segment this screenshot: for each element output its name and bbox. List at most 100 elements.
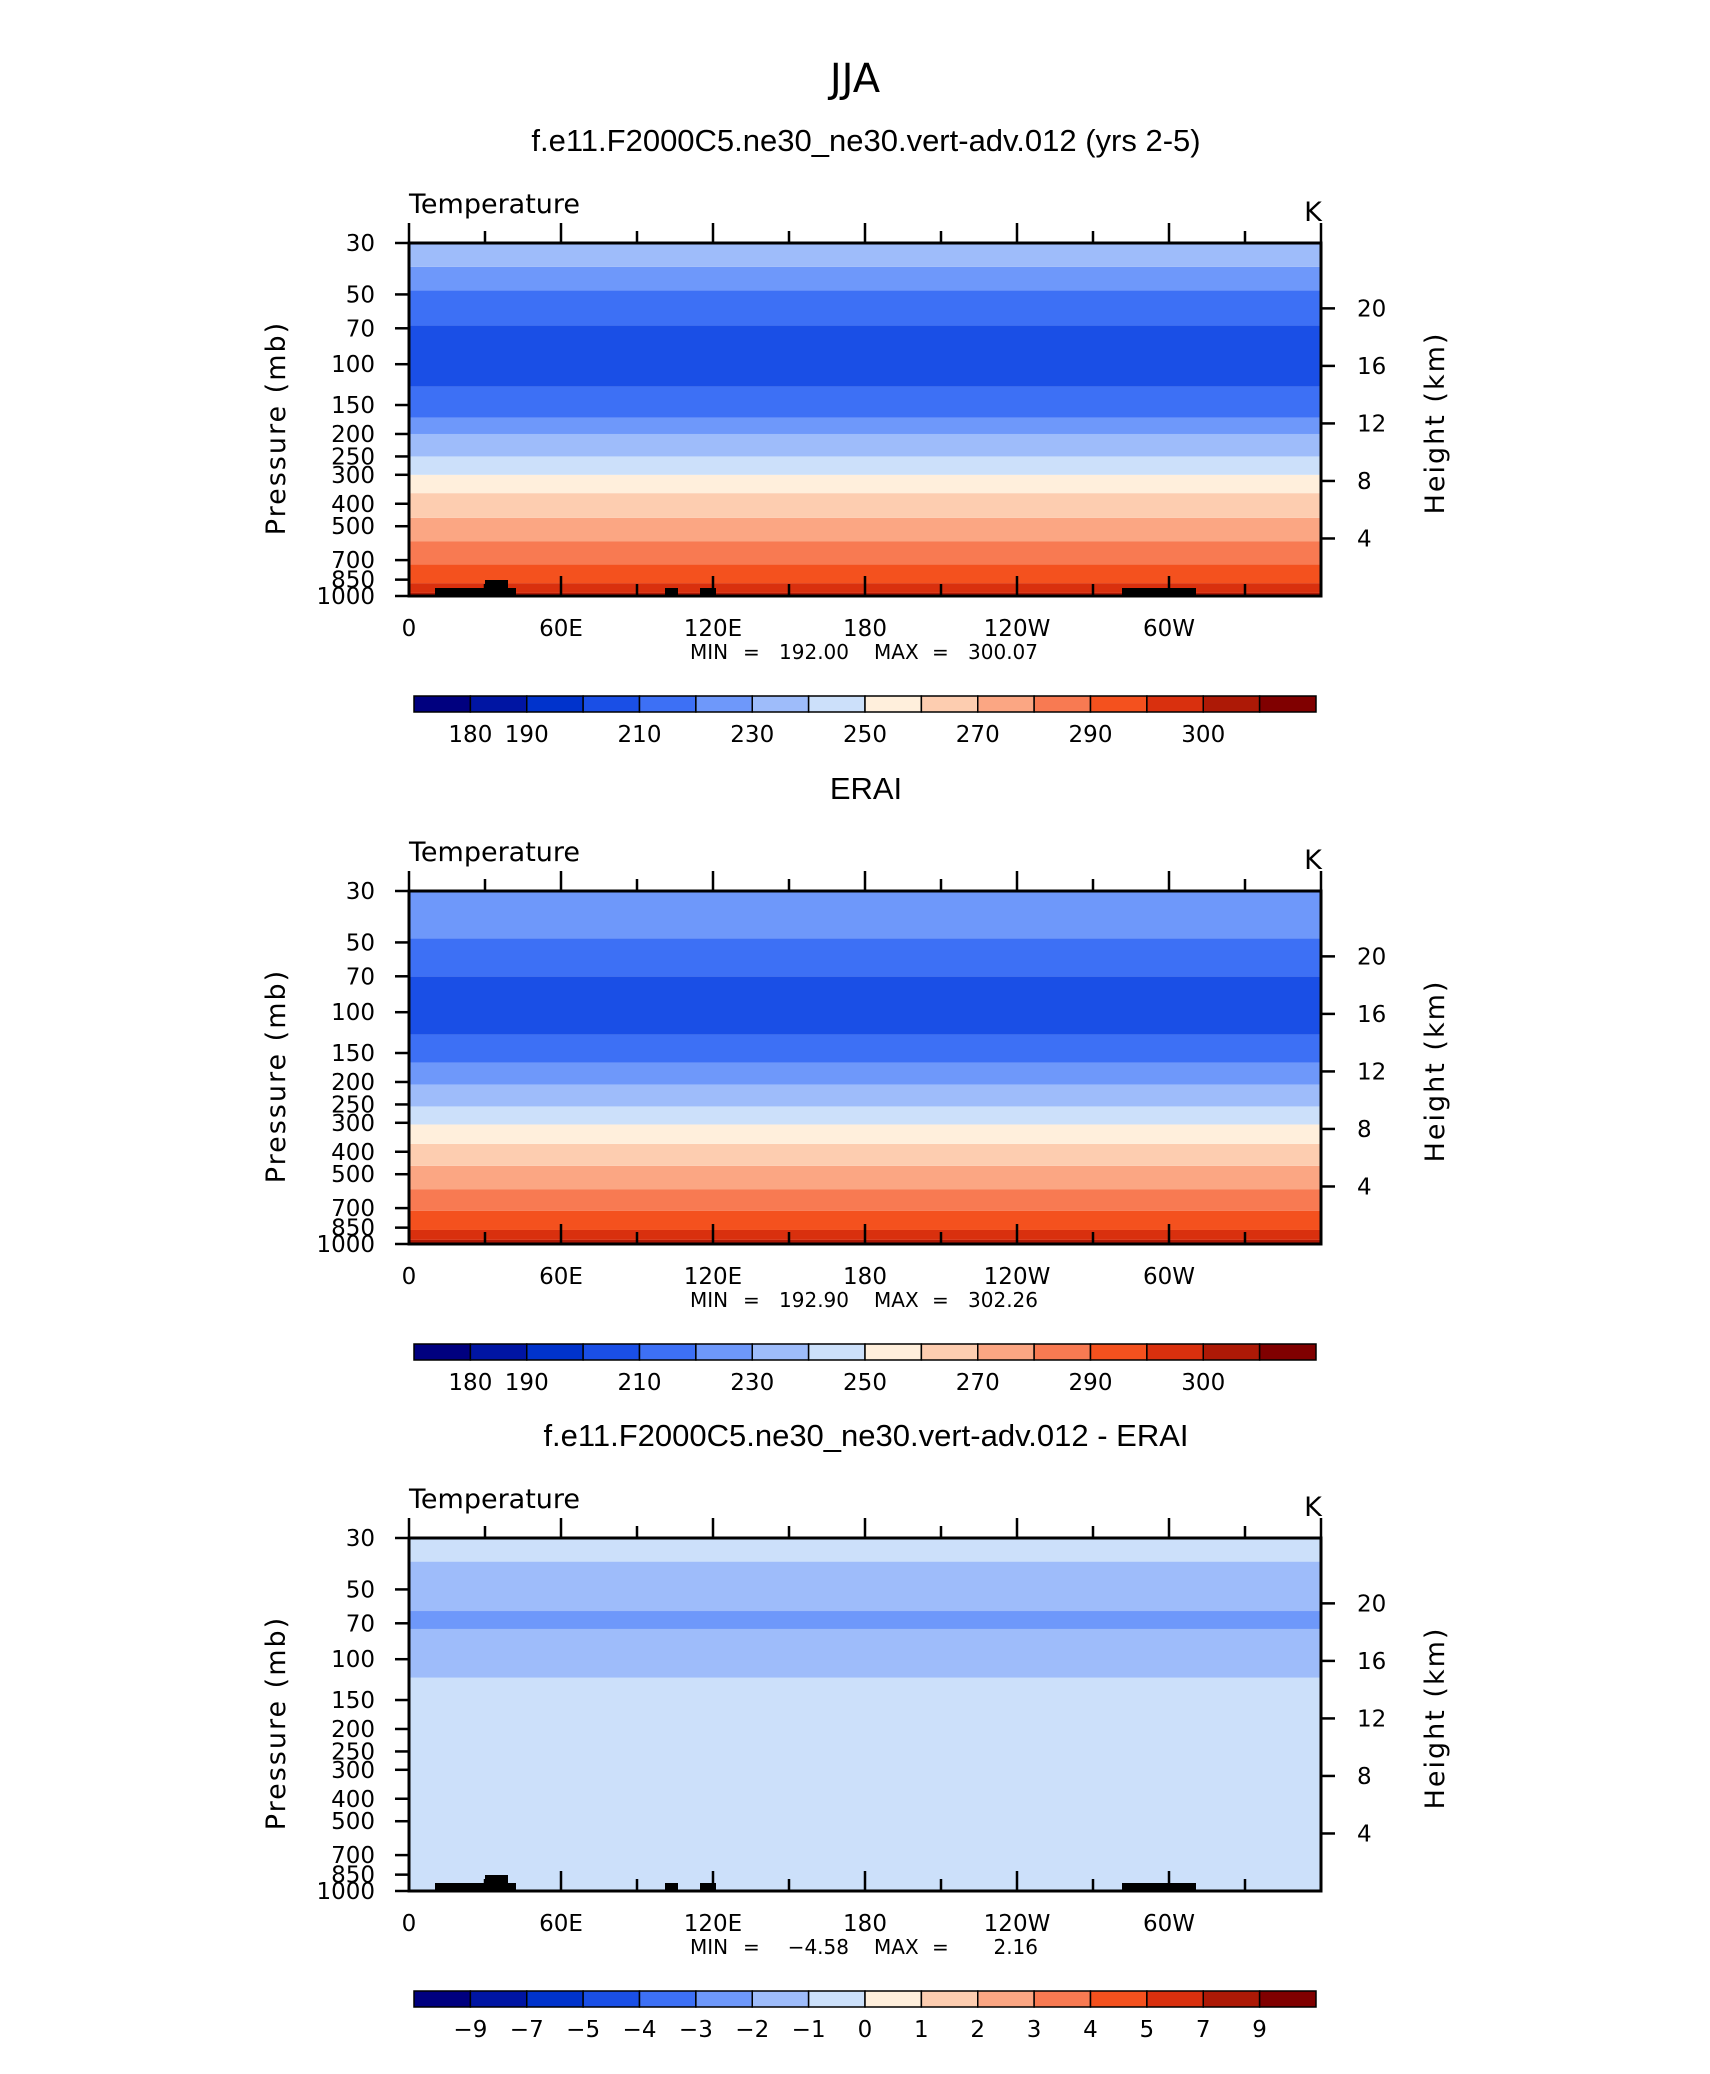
variable-label: Temperature <box>408 837 580 868</box>
colorbar-swatch <box>1202 1343 1261 1361</box>
x-tick-label: 180 <box>843 616 887 642</box>
y-right-tick-label: 20 <box>1357 296 1386 322</box>
colorbar-label: 250 <box>843 1370 887 1396</box>
x-tick-label: 180 <box>843 1264 887 1290</box>
y-axis-label: Pressure (mb) <box>261 969 292 1183</box>
colorbar-label: 5 <box>1140 2017 1155 2043</box>
stats-line: MIN = 192.90 MAX = 302.26 <box>690 1288 1038 1312</box>
y-right-axis-label: Height (km) <box>1420 1627 1451 1810</box>
min-label: MIN <box>690 1935 728 1959</box>
units-label: K <box>1304 197 1323 228</box>
colorbar-label: −5 <box>566 2017 600 2043</box>
y-tick-label: 50 <box>346 282 375 308</box>
x-tick-label: 60E <box>539 616 583 642</box>
min-label: MIN <box>690 640 728 664</box>
x-tick-label: 0 <box>402 1264 417 1290</box>
colorbar-label: 3 <box>1027 2017 1042 2043</box>
max-eq: = <box>932 1288 949 1312</box>
y-tick-label: 700 <box>331 548 375 574</box>
y-tick-label: 100 <box>331 1000 375 1026</box>
colorbar-swatch <box>469 1343 528 1361</box>
colorbar-swatch <box>582 1990 641 2008</box>
colorbar-swatch <box>413 695 472 713</box>
colorbar-label: 270 <box>956 1370 1000 1396</box>
colorbar-label: 290 <box>1069 1370 1113 1396</box>
colorbar-label: 2 <box>970 2017 985 2043</box>
colorbar: 180 190 210 230 250 270 290 300 <box>413 1343 1317 1396</box>
colorbar-swatch <box>1258 1343 1317 1361</box>
contour-band <box>409 976 1321 1035</box>
y-right-tick-label: 20 <box>1357 944 1386 970</box>
topography-block <box>485 1875 508 1891</box>
contour-band <box>409 1106 1321 1125</box>
topography-block <box>665 1883 678 1891</box>
colorbar-label: −9 <box>453 2017 487 2043</box>
contour-band <box>409 266 1321 291</box>
contour-band <box>409 1034 1321 1063</box>
y-tick-label: 50 <box>346 1577 375 1603</box>
colorbar-swatch <box>413 1343 472 1361</box>
contour-band <box>409 243 1321 267</box>
y-tick-label: 500 <box>331 1162 375 1188</box>
colorbar-label: 210 <box>618 1370 662 1396</box>
y-tick-label: 50 <box>346 930 375 956</box>
colorbar-swatch <box>695 1343 753 1361</box>
x-tick-label: 120W <box>984 616 1051 642</box>
colorbar-label: 190 <box>505 1370 549 1396</box>
x-axis: 0 60E 120E 180 120W 60W <box>402 871 1323 1290</box>
y-tick-label: 250 <box>331 1739 375 1765</box>
x-axis: 0 60E 120E 180 120W 60W <box>402 1518 1323 1937</box>
contour-band <box>409 433 1321 457</box>
contour-band <box>409 1210 1321 1230</box>
colorbar-label: −7 <box>510 2017 544 2043</box>
y-right-tick-label: 20 <box>1357 1591 1386 1617</box>
contour-band <box>409 1124 1321 1144</box>
colorbar-swatch <box>1258 1990 1317 2008</box>
contour-band <box>409 938 1321 977</box>
colorbar-swatch <box>920 695 979 713</box>
contour-band <box>409 290 1321 326</box>
max-value: 300.07 <box>968 640 1038 664</box>
contour-band <box>409 541 1321 565</box>
colorbar-swatch <box>526 695 584 713</box>
colorbar-label: −1 <box>792 2017 826 2043</box>
colorbar-swatch <box>864 1990 923 2008</box>
y-tick-label: 1000 <box>316 1879 375 1905</box>
y-tick-label: 400 <box>331 1140 375 1166</box>
x-tick-label: 60W <box>1143 1264 1195 1290</box>
y-tick-label: 30 <box>346 1526 375 1552</box>
y-axis-right: 20 16 12 8 4 Height (km) <box>1321 944 1451 1200</box>
colorbar-label: −4 <box>623 2017 657 2043</box>
min-eq: = <box>743 1288 760 1312</box>
colorbar-swatch <box>582 1343 641 1361</box>
colorbar-swatch <box>582 695 641 713</box>
topography-block <box>435 1883 485 1891</box>
colorbar-swatch <box>977 1990 1035 2008</box>
y-right-tick-label: 8 <box>1357 1117 1372 1143</box>
y-tick-label: 150 <box>331 393 375 419</box>
min-label: MIN <box>690 1288 728 1312</box>
colorbar-label: 180 <box>448 722 492 748</box>
colorbar-swatch <box>1146 1343 1204 1361</box>
y-tick-label: 1000 <box>316 1232 375 1258</box>
y-right-tick-label: 16 <box>1357 1002 1386 1028</box>
contour-band <box>409 325 1321 387</box>
y-tick-label: 200 <box>331 1070 375 1096</box>
x-tick-label: 120W <box>984 1911 1051 1937</box>
contour-band <box>409 1165 1321 1190</box>
panel-title: f.e11.F2000C5.ne30_ne30.vert-adv.012 - E… <box>543 1418 1188 1453</box>
max-eq: = <box>932 1935 949 1959</box>
colorbar-label: 1 <box>914 2017 929 2043</box>
colorbar-swatch <box>864 695 923 713</box>
y-tick-label: 70 <box>346 964 375 990</box>
colorbar-swatch <box>1202 695 1261 713</box>
colorbar-swatch <box>638 1990 697 2008</box>
colorbar-swatch <box>1089 1343 1148 1361</box>
contour-band <box>409 1611 1321 1629</box>
colorbar-label: 250 <box>843 722 887 748</box>
y-tick-label: 70 <box>346 316 375 342</box>
colorbar-label: 270 <box>956 722 1000 748</box>
contour-band <box>409 474 1321 494</box>
colorbar-label: 190 <box>505 722 549 748</box>
